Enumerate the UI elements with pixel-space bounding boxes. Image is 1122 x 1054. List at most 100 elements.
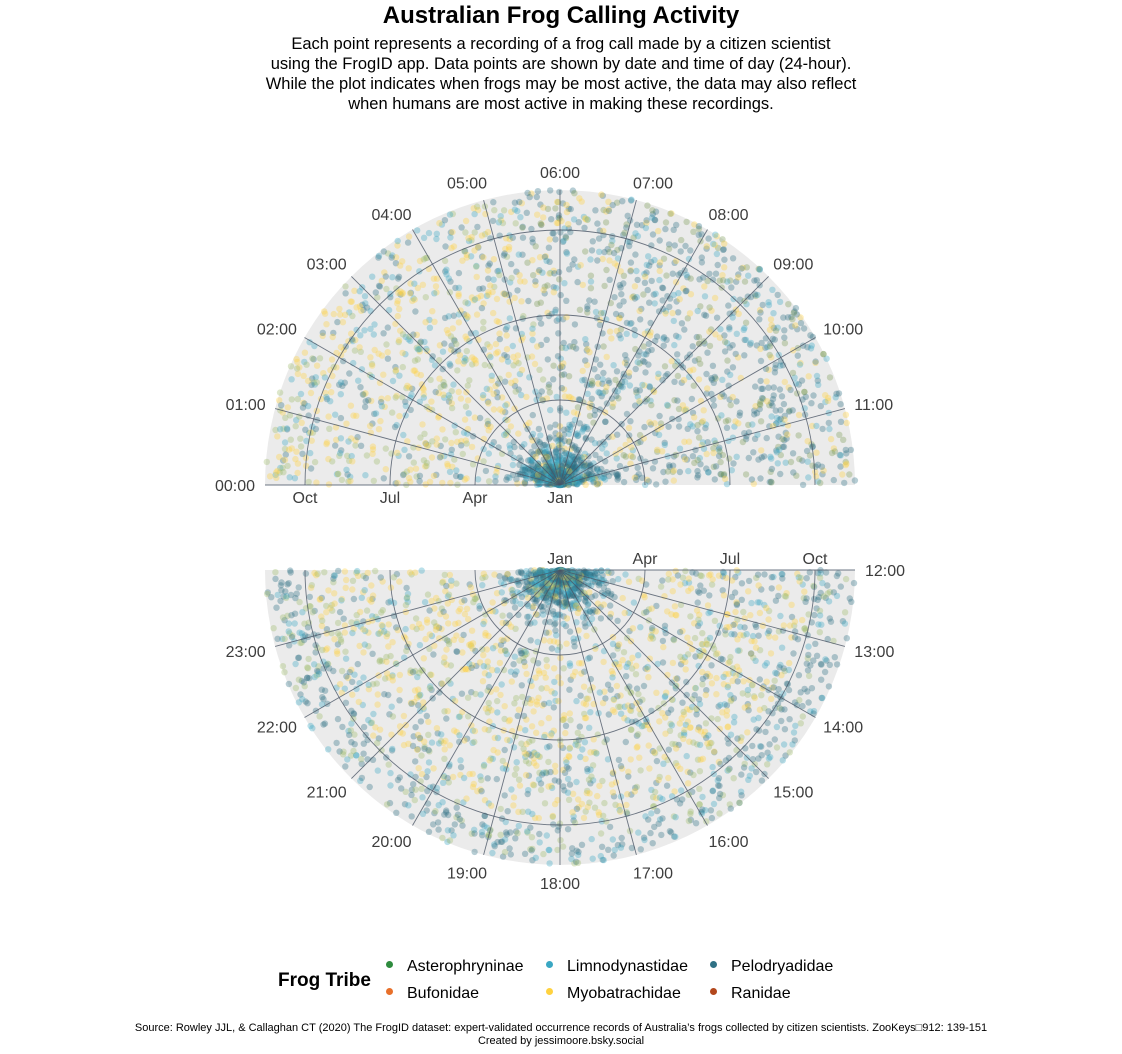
data-point [361,403,369,411]
data-point [614,246,621,254]
data-point [428,632,436,640]
data-point [500,666,508,674]
data-point [300,372,307,380]
data-point [833,572,841,580]
data-point [776,664,783,671]
data-point [563,250,571,257]
data-point [492,608,499,615]
data-point [294,469,301,477]
hour-tick-label: 00:00 [215,478,255,495]
data-point [554,437,561,444]
data-point [396,697,403,704]
data-point [578,459,585,467]
data-point [665,576,672,583]
data-point [481,231,489,238]
data-point [472,329,479,337]
data-point [792,304,800,312]
data-point [579,426,587,433]
data-point [380,248,387,255]
data-point [542,571,550,578]
data-point [710,379,717,386]
data-point [716,277,723,284]
data-point [392,363,399,371]
data-point [689,645,696,653]
data-point [780,741,788,748]
data-point [781,412,788,419]
data-point [717,701,724,709]
data-point [369,273,376,280]
data-point [634,276,641,284]
data-point [424,619,431,626]
data-point [560,339,567,347]
data-point [645,347,652,355]
data-point [448,244,455,252]
data-point [785,384,792,391]
data-point [464,300,472,307]
data-point [498,356,506,363]
data-point [565,430,573,438]
data-point [417,718,425,725]
data-point [581,450,589,457]
data-point [639,474,646,481]
data-point [808,342,815,349]
data-point [696,768,704,775]
data-point [361,641,368,648]
data-point [367,307,374,315]
data-point [488,707,495,714]
data-point [580,463,588,471]
data-point [590,736,597,743]
data-point [746,772,753,779]
data-point [276,469,283,476]
data-point [478,788,485,795]
data-point [556,457,563,464]
data-point [606,276,613,283]
data-point [461,416,469,423]
data-point [330,310,337,318]
data-point [484,267,492,274]
data-point [659,796,666,803]
data-point [479,574,486,582]
data-point [615,395,622,402]
data-point [285,620,293,627]
data-point [729,364,737,371]
data-point [484,398,492,405]
data-point [537,320,545,327]
data-point [569,470,576,477]
data-point [368,360,376,368]
data-point [552,430,559,437]
data-point [289,632,296,639]
data-point [556,444,563,451]
data-point [443,582,450,590]
data-point [448,400,455,407]
data-point [582,755,589,763]
data-point [413,370,421,377]
data-point [403,584,410,592]
data-point [505,371,512,379]
data-point [539,567,547,574]
data-point [624,212,631,219]
data-point [338,667,346,675]
data-point [299,450,306,457]
data-point [805,474,812,481]
data-point [775,686,782,693]
data-point [673,221,680,229]
data-point [633,744,640,751]
data-point [425,746,432,754]
data-point [447,662,455,669]
data-point [726,765,733,772]
data-point [535,776,543,783]
data-point [574,432,581,440]
data-point [325,413,332,420]
data-point [768,585,775,592]
data-point [695,434,703,441]
data-point [813,422,820,430]
data-point [635,731,642,738]
data-point [530,321,537,328]
data-point [524,594,532,601]
data-point [716,444,723,451]
data-point [621,609,628,617]
data-point [777,451,784,459]
data-point [503,332,510,339]
data-point [369,613,376,620]
data-point [683,287,690,294]
